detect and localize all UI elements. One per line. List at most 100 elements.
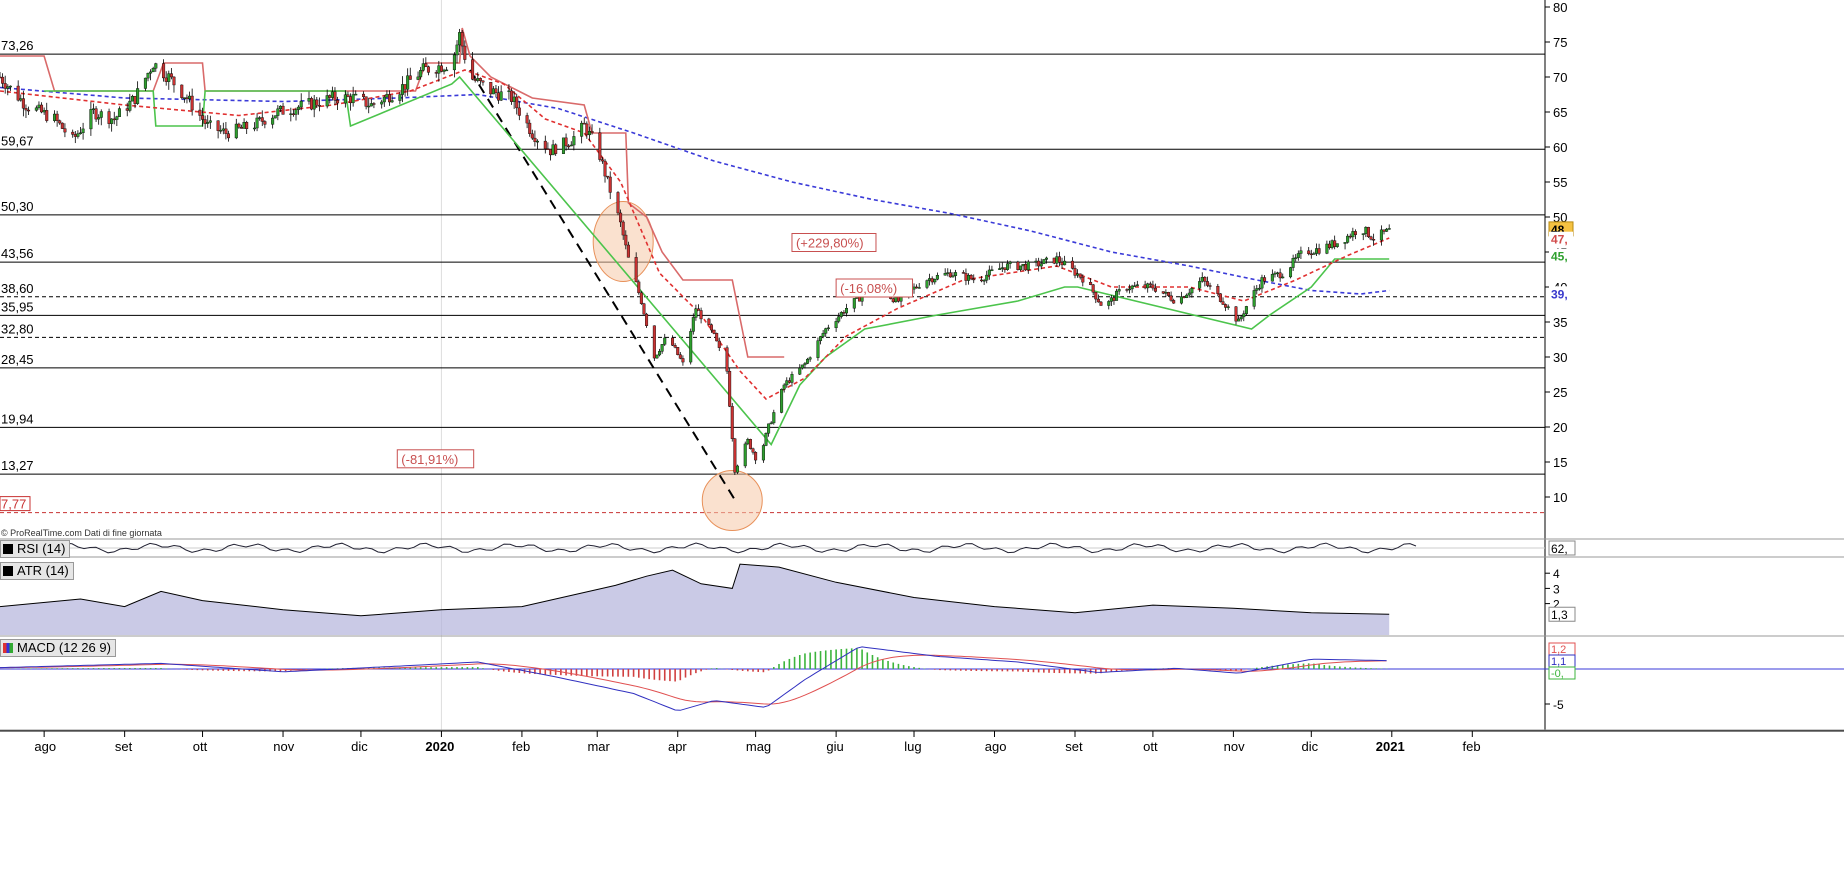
candle-body (1205, 281, 1209, 286)
candle-body (554, 144, 558, 154)
level-label: 28,45 (1, 352, 34, 367)
candle-body (99, 111, 103, 118)
candle-body (172, 76, 176, 86)
candle-body (1239, 316, 1243, 320)
candle-body (255, 117, 259, 129)
candle-body (1244, 306, 1248, 314)
rsi-indicator-label[interactable]: RSI (14) (0, 540, 71, 558)
candle-body (1260, 277, 1264, 289)
candle-body (621, 221, 625, 236)
candle-body (258, 117, 262, 119)
candle-body (1115, 290, 1119, 301)
candle-body (1169, 295, 1173, 301)
price-tick-label: 15 (1553, 455, 1567, 470)
candle-body (998, 268, 1002, 270)
source-note: © ProRealTime.com Dati di fine giornata (1, 528, 162, 538)
candle-body (1161, 291, 1165, 294)
candle-body (182, 97, 186, 99)
candle-body (162, 63, 166, 79)
candle-body (658, 351, 662, 356)
candle-body (964, 273, 968, 281)
time-tick-label: giu (826, 739, 843, 754)
candle-body (852, 298, 856, 309)
candle-body (582, 122, 586, 125)
price-tick-label: 80 (1553, 0, 1567, 15)
candle-body (543, 140, 547, 149)
candle-body (421, 63, 425, 71)
candle-body (380, 101, 384, 105)
candle-body (1172, 300, 1176, 304)
candle-body (546, 148, 550, 150)
candle-body (1052, 257, 1056, 264)
candle-body (587, 130, 591, 136)
ma-blue-line (0, 86, 1390, 295)
candle-body (299, 100, 303, 108)
candle-body (494, 88, 498, 93)
macd-line (0, 646, 1387, 711)
candle-body (660, 344, 664, 352)
price-tick-label: 25 (1553, 385, 1567, 400)
trailing-stop-red (0, 27, 785, 358)
candle-body (239, 127, 243, 129)
candle-body (325, 95, 329, 107)
trendline (469, 69, 739, 505)
atr-indicator-label[interactable]: ATR (14) (0, 562, 74, 580)
candle-body (1333, 240, 1337, 247)
level-label: 7,77 (1, 497, 26, 512)
candle-body (787, 380, 791, 383)
price-marker-label: 45, (1551, 250, 1568, 264)
candle-body (89, 109, 93, 130)
ma-red-line (0, 69, 1390, 400)
rsi-value-box (1548, 540, 1576, 556)
candle-body (673, 345, 677, 348)
candle-body (154, 63, 158, 69)
time-tick-label: mar (587, 739, 610, 754)
candle-body (346, 94, 350, 97)
candle-body (1099, 301, 1103, 306)
candle-body (1257, 287, 1261, 290)
candle-body (961, 272, 965, 274)
candle-body (458, 32, 462, 46)
candle-body (1224, 304, 1228, 308)
candle-body (561, 137, 565, 154)
candle-body (671, 337, 675, 346)
candle-body (382, 96, 386, 103)
time-tick-label: lug (904, 739, 921, 754)
candle-body (1187, 292, 1191, 296)
candle-body (478, 78, 482, 82)
candle-body (206, 122, 210, 124)
candle-body (1133, 285, 1137, 287)
candle-body (967, 275, 971, 281)
atr-value: 1,3 (1551, 608, 1568, 622)
candle-body (780, 388, 784, 413)
price-tick-label: 75 (1553, 35, 1567, 50)
candle-body (81, 128, 85, 134)
time-tick-label: ott (193, 739, 208, 754)
candle-body (1107, 301, 1111, 306)
candle-body (1353, 231, 1357, 235)
candle-body (634, 257, 638, 283)
candle-body (1070, 260, 1074, 269)
candle-body (219, 130, 223, 132)
candle-body (1063, 260, 1067, 266)
candle-body (128, 100, 132, 111)
time-tick-label: mag (746, 739, 771, 754)
candle-body (1198, 281, 1202, 289)
candle-body (1234, 306, 1238, 322)
candle-body (1117, 289, 1121, 292)
candle-body (208, 120, 212, 123)
candle-body (1135, 284, 1139, 286)
candle-body (426, 66, 430, 73)
candle-body (694, 308, 698, 318)
candle-body (117, 108, 121, 117)
level-label: 38,60 (1, 281, 34, 296)
candle-body (336, 100, 340, 104)
atr-tick-label: 3 (1553, 582, 1560, 596)
candle-body (1343, 242, 1347, 244)
macd-indicator-label[interactable]: MACD (12 26 9) (0, 639, 116, 657)
candle-body (1372, 239, 1376, 241)
atr-label-text: ATR (14) (17, 563, 69, 578)
candle-body (291, 113, 295, 115)
